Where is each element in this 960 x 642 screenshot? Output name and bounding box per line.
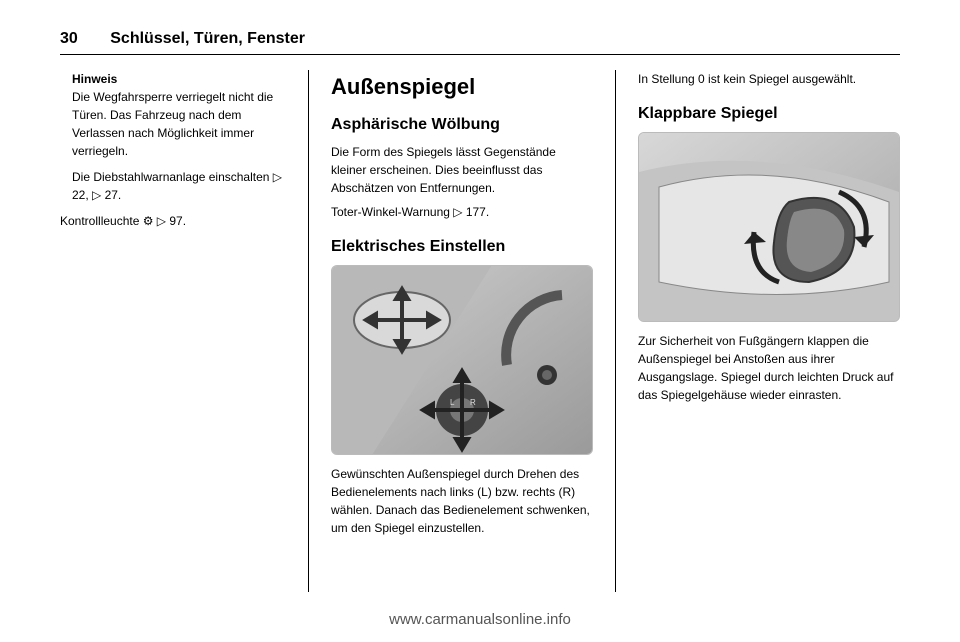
hinweis-body: Die Wegfahrsperre verriegelt nicht die T… bbox=[72, 88, 286, 160]
column-3: In Stellung 0 ist kein Spiegel ausgewähl… bbox=[638, 70, 900, 592]
figure-folding-mirror bbox=[638, 132, 900, 322]
figure-adjust-caption: Gewünschten Außenspiegel durch Drehen de… bbox=[331, 465, 593, 537]
hinweis-label: Hinweis bbox=[72, 70, 286, 88]
column-separator-1 bbox=[308, 70, 309, 592]
page-header: 30 Schlüssel, Türen, Fenster bbox=[60, 30, 900, 55]
column-separator-2 bbox=[615, 70, 616, 592]
kontrollleuchte-text: Kontrollleuchte ⚙ ▷ 97. bbox=[60, 212, 286, 230]
chapter-title: Schlüssel, Türen, Fenster bbox=[110, 30, 305, 47]
mirror-adjust-illustration: L R bbox=[332, 265, 592, 455]
content-columns: Hinweis Die Wegfahrsperre verriegelt nic… bbox=[60, 70, 900, 592]
diebstahl-text: Die Diebstahlwarnanlage einschalten ▷ 22… bbox=[72, 168, 286, 204]
subtitle-asphaerische: Asphärische Wölbung bbox=[331, 113, 593, 137]
subtitle-klappbare: Klappbare Spiegel bbox=[638, 102, 900, 126]
subtitle-elektrisch: Elektrisches Einstellen bbox=[331, 235, 593, 259]
stellung-0-text: In Stellung 0 ist kein Spiegel ausgewähl… bbox=[638, 70, 900, 88]
column-1: Hinweis Die Wegfahrsperre verriegelt nic… bbox=[60, 70, 286, 592]
column-2: Außenspiegel Asphärische Wölbung Die For… bbox=[331, 70, 593, 592]
folding-caption: Zur Sicherheit von Fußgängern klappen di… bbox=[638, 332, 900, 404]
folding-mirror-illustration bbox=[639, 132, 899, 322]
footer-url: www.carmanualsonline.info bbox=[0, 611, 960, 628]
figure-mirror-adjust: L R bbox=[331, 265, 593, 455]
section-title-aussenspiegel: Außenspiegel bbox=[331, 70, 593, 103]
toter-winkel-ref: Toter-Winkel-Warnung ▷ 177. bbox=[331, 203, 593, 221]
page-number: 30 bbox=[60, 30, 78, 48]
asphaerische-body: Die Form des Spiegels lässt Gegenstände … bbox=[331, 143, 593, 197]
svg-text:L: L bbox=[450, 398, 455, 407]
svg-text:R: R bbox=[470, 398, 476, 407]
